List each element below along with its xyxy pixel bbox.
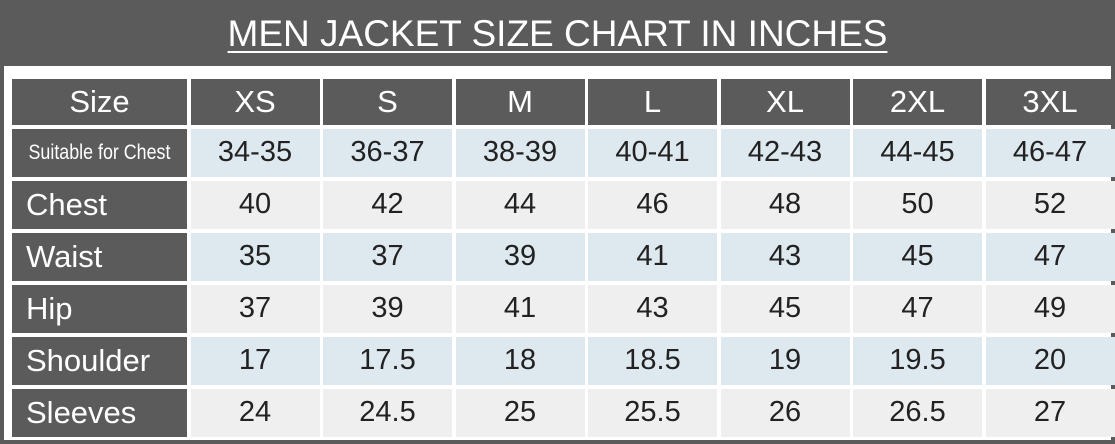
data-cell: 42-43 [720,128,850,177]
data-cell: 24.5 [323,388,452,437]
size-table: Size XS S M L XL 2XL 3XL Suitable for Chest 34-35… [12,79,1115,437]
data-cell: 43 [588,284,717,333]
data-cell: 45 [720,284,850,333]
data-cell: 41 [588,232,717,281]
data-cell: 26.5 [853,388,982,437]
data-cell: 19 [720,336,850,385]
row-label: Waist [12,232,187,281]
data-cell: 43 [720,232,850,281]
data-cell: 38-39 [455,128,585,177]
data-cell: 44 [455,180,585,229]
data-cell: 45 [853,232,982,281]
data-cell: 35 [190,232,320,281]
data-cell: 49 [985,284,1115,333]
row-label: Suitable for Chest [12,128,187,177]
data-cell: 18 [455,336,585,385]
header-cell: XL [720,79,850,125]
data-cell: 39 [455,232,585,281]
data-cell: 46 [588,180,717,229]
row-label: Hip [12,284,187,333]
data-cell: 34-35 [190,128,320,177]
row-label: Shoulder [12,336,187,385]
data-cell: 52 [985,180,1115,229]
data-cell: 17 [190,336,320,385]
data-cell: 37 [190,284,320,333]
header-cell: Size [12,79,187,125]
row-label: Chest [12,180,187,229]
table-frame: Size XS S M L XL 2XL 3XL Suitable for Chest 34-35… [4,66,1115,440]
data-cell: 25.5 [588,388,717,437]
data-cell: 19.5 [853,336,982,385]
data-cell: 18.5 [588,336,717,385]
data-cell: 41 [455,284,585,333]
header-cell: M [455,79,585,125]
data-cell: 25 [455,388,585,437]
data-cell: 40 [190,180,320,229]
data-cell: 24 [190,388,320,437]
header-cell: 2XL [853,79,982,125]
data-cell: 50 [853,180,982,229]
data-cell: 47 [853,284,982,333]
row-label: Sleeves [12,388,187,437]
data-cell: 17.5 [323,336,452,385]
data-cell: 47 [985,232,1115,281]
data-cell: 44-45 [853,128,982,177]
data-cell: 37 [323,232,452,281]
data-cell: 42 [323,180,452,229]
data-cell: 39 [323,284,452,333]
data-cell: 27 [985,388,1115,437]
data-cell: 48 [720,180,850,229]
header-cell: XS [190,79,320,125]
header-cell: L [588,79,717,125]
header-cell: 3XL [985,79,1115,125]
title: MEN JACKET SIZE CHART IN INCHES [227,13,888,54]
data-cell: 46-47 [985,128,1115,177]
data-cell: 20 [985,336,1115,385]
data-cell: 36-37 [323,128,452,177]
row-label-text: Suitable for Chest [28,140,171,164]
header-cell: S [323,79,452,125]
data-cell: 40-41 [588,128,717,177]
data-cell: 26 [720,388,850,437]
